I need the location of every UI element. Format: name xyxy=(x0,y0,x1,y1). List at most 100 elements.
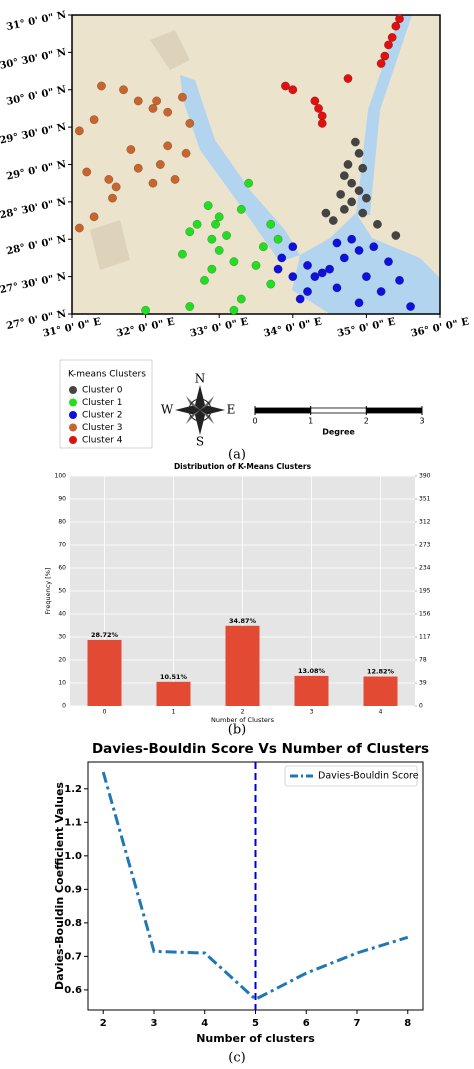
cluster-point xyxy=(133,96,143,106)
cluster-point xyxy=(288,272,298,282)
cluster-point xyxy=(328,216,338,226)
cluster-point xyxy=(347,234,357,244)
cluster-point xyxy=(303,260,312,270)
caption: (b) xyxy=(228,723,246,738)
chart-title: Distribution of K-Means Clusters xyxy=(174,462,312,471)
cluster-point xyxy=(214,212,224,222)
y2-tick-label: 78 xyxy=(419,657,427,664)
cluster-point xyxy=(82,167,92,177)
cluster-point xyxy=(310,272,320,282)
cluster-point xyxy=(387,32,397,42)
y2-tick-label: 351 xyxy=(419,496,431,503)
scale-tick-label: 3 xyxy=(419,417,424,426)
y-tick-label: 100 xyxy=(55,473,67,480)
cluster-point xyxy=(369,242,379,252)
legend-label: Cluster 2 xyxy=(82,411,123,421)
cluster-point xyxy=(74,223,84,233)
legend-label: Davies-Bouldin Score xyxy=(318,771,419,782)
cluster-point xyxy=(314,103,324,113)
cluster-point xyxy=(251,260,261,270)
x-tick-label: 34° 0' 0" E xyxy=(263,316,324,339)
y-tick-label: 30° 0' 0" N xyxy=(5,84,67,107)
y2-tick-label: 195 xyxy=(419,588,431,595)
y-tick-label: 80 xyxy=(58,519,66,526)
cluster-point xyxy=(343,74,353,83)
cluster-point xyxy=(148,103,158,113)
cluster-point xyxy=(266,219,276,229)
cluster-point xyxy=(244,178,254,188)
cluster-point xyxy=(332,283,342,293)
cluster-point xyxy=(317,118,327,128)
cluster-point xyxy=(192,219,202,229)
cluster-point xyxy=(214,246,224,255)
cluster-point xyxy=(354,246,364,255)
chart-title: Davies-Bouldin Score Vs Number of Cluste… xyxy=(92,741,429,757)
cluster-point xyxy=(372,219,382,229)
x-tick-label: 3 xyxy=(151,1018,158,1029)
cluster-point xyxy=(207,264,217,274)
cluster-point xyxy=(395,14,404,24)
x-tick-label: 0 xyxy=(103,709,107,716)
cluster-point xyxy=(229,305,239,315)
scale-segment xyxy=(254,407,312,414)
scale-tick-label: 0 xyxy=(252,417,257,426)
cluster-point xyxy=(395,275,404,285)
compass-letter: E xyxy=(227,403,236,417)
cluster-point xyxy=(380,51,390,61)
cluster-point xyxy=(288,85,298,95)
cluster-point xyxy=(321,208,331,218)
cluster-point xyxy=(288,242,298,252)
cluster-point xyxy=(317,111,327,121)
y-tick-label: 31° 0' 0" N xyxy=(5,10,67,33)
cluster-point xyxy=(277,253,287,263)
y-tick-label: 60 xyxy=(58,565,66,572)
cluster-point xyxy=(325,264,335,274)
red-sea xyxy=(292,213,440,314)
cluster-point xyxy=(170,175,180,184)
value-label: 12.82% xyxy=(367,668,395,676)
y-tick-label: 90 xyxy=(58,496,66,503)
y-tick-label: 70 xyxy=(58,542,66,549)
scale-label: Degree xyxy=(322,428,355,437)
cluster-point xyxy=(185,227,195,237)
cluster-point xyxy=(177,92,187,102)
value-label: 13.08% xyxy=(298,667,326,675)
cluster-point xyxy=(361,193,371,203)
y-tick-label: 50 xyxy=(58,588,66,595)
x-axis-label: Number of clusters xyxy=(196,1032,315,1045)
y-tick-label: 29° 30' 0" N xyxy=(0,122,67,147)
y-axis-label: Frequency [%] xyxy=(44,568,52,615)
y2-tick-label: 39 xyxy=(419,680,427,687)
scale-tick-label: 2 xyxy=(364,417,369,426)
y-tick-label: 28° 30' 0" N xyxy=(0,196,67,221)
cluster-point xyxy=(358,208,368,218)
y-tick-label: 1.2 xyxy=(64,784,82,795)
legend-marker xyxy=(69,398,77,407)
cluster-point xyxy=(273,264,283,274)
cluster-point xyxy=(376,59,386,69)
legend-marker xyxy=(69,423,77,432)
cluster-point xyxy=(211,219,220,229)
y2-tick-label: 312 xyxy=(419,519,431,526)
cluster-point xyxy=(339,204,349,214)
cluster-point xyxy=(358,163,368,173)
y-tick-label: 0 xyxy=(62,703,66,710)
y-tick-label: 28° 0' 0" N xyxy=(5,234,67,257)
cluster-point xyxy=(89,212,99,222)
cluster-point xyxy=(361,272,371,282)
cluster-point xyxy=(185,302,195,311)
cluster-point xyxy=(200,275,209,285)
y2-tick-label: 156 xyxy=(419,611,431,618)
legend-label: Cluster 0 xyxy=(82,386,123,396)
gulf-of-suez xyxy=(180,75,300,262)
cluster-point xyxy=(229,257,239,267)
x-tick-label: 8 xyxy=(404,1018,411,1029)
cluster-point xyxy=(266,279,276,289)
cluster-point xyxy=(295,294,305,304)
bar xyxy=(225,625,260,706)
y-tick-label: 10 xyxy=(58,680,66,687)
x-tick-label: 7 xyxy=(354,1018,361,1029)
y-tick-label: 30 xyxy=(58,634,66,641)
cluster-point xyxy=(347,197,357,207)
x-tick-label: 33° 0' 0" E xyxy=(189,316,250,339)
